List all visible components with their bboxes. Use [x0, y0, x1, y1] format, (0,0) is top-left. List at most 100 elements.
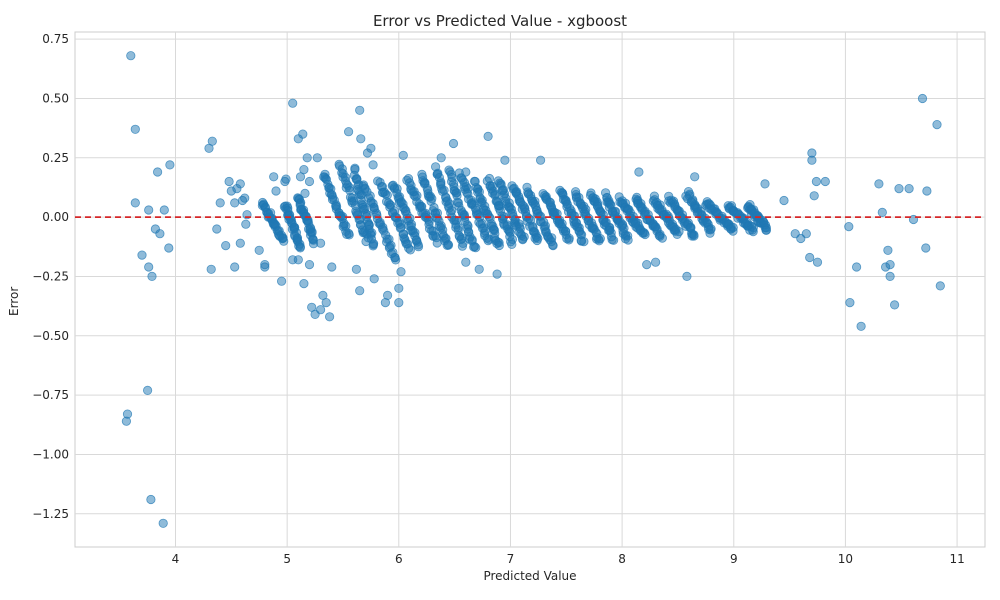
data-point: [344, 230, 354, 240]
data-point: [260, 262, 270, 272]
data-point: [595, 234, 605, 244]
data-point: [894, 184, 904, 194]
y-tick-label: 0.00: [42, 210, 69, 224]
data-point: [779, 195, 789, 206]
data-point: [674, 227, 684, 237]
y-tick-label: 0.25: [42, 151, 69, 165]
data-point: [761, 225, 772, 235]
data-point: [448, 138, 459, 149]
data-point: [483, 131, 493, 141]
data-point: [144, 262, 154, 272]
data-point: [690, 172, 700, 182]
data-point: [355, 286, 365, 296]
data-point: [904, 184, 914, 194]
y-tick-label: 0.75: [42, 32, 69, 46]
data-point: [851, 262, 862, 272]
data-point: [155, 229, 165, 239]
data-point: [748, 227, 758, 237]
data-point: [300, 188, 310, 198]
data-point: [235, 238, 245, 248]
tick-labels: 4 5 6 7 8 9 10 11 0.75 0.50 0.25 0.00 −0.25 −0.50 −0.7…: [32, 32, 965, 566]
data-point: [143, 385, 153, 395]
data-point: [276, 276, 287, 286]
data-point: [471, 243, 481, 253]
data-point: [146, 494, 156, 505]
data-point: [844, 222, 854, 232]
data-point: [805, 252, 815, 263]
data-point: [279, 236, 289, 246]
data-point: [206, 264, 216, 274]
y-tick-label: −1.25: [32, 507, 69, 521]
data-point: [845, 297, 855, 308]
data-point: [883, 245, 893, 255]
data-point: [302, 153, 312, 163]
data-point: [221, 241, 231, 251]
data-point: [327, 262, 337, 272]
x-tick-label: 9: [730, 552, 738, 566]
x-tick-label: 6: [395, 552, 403, 566]
data-point: [121, 416, 132, 426]
data-point: [295, 243, 305, 253]
data-point: [494, 240, 504, 251]
data-point: [288, 98, 298, 108]
data-point: [634, 167, 644, 177]
x-axis-label: Predicted Value: [483, 569, 577, 583]
data-point: [396, 267, 406, 277]
data-point: [856, 321, 866, 331]
data-point: [413, 240, 423, 250]
data-point: [130, 198, 140, 208]
data-point: [935, 281, 945, 291]
data-point: [254, 245, 264, 255]
data-point: [280, 176, 290, 187]
data-point: [811, 176, 822, 187]
data-point: [394, 283, 404, 293]
data-point: [874, 179, 884, 189]
data-point: [689, 231, 699, 241]
data-point: [126, 51, 136, 61]
data-point: [533, 233, 543, 243]
data-point: [369, 274, 379, 284]
data-point: [153, 167, 163, 177]
data-point: [207, 136, 217, 146]
data-point: [299, 278, 309, 289]
plot-area: [74, 31, 986, 548]
data-point: [812, 257, 823, 267]
data-point: [144, 205, 154, 215]
data-point: [215, 198, 225, 208]
data-point: [298, 129, 308, 139]
data-point: [368, 160, 378, 170]
data-point: [436, 153, 446, 163]
data-point: [682, 271, 692, 281]
data-point: [579, 237, 589, 247]
data-point: [235, 179, 245, 189]
data-point: [518, 234, 528, 244]
data-point: [356, 134, 366, 144]
data-point: [461, 167, 471, 177]
data-point: [657, 233, 667, 243]
data-point: [321, 297, 331, 308]
grid-lines: [75, 32, 985, 547]
data-point: [548, 241, 558, 251]
data-point: [240, 193, 250, 203]
x-tick-label: 8: [618, 552, 626, 566]
data-point: [304, 176, 315, 187]
data-point: [224, 176, 234, 187]
data-point: [391, 255, 401, 265]
data-point: [650, 257, 661, 267]
data-point: [917, 93, 928, 104]
data-point: [885, 271, 895, 281]
data-point: [394, 297, 404, 308]
data-point: [807, 155, 817, 165]
data-point: [461, 257, 471, 267]
data-point: [368, 241, 378, 251]
data-point: [474, 264, 484, 274]
x-tick-label: 5: [283, 552, 291, 566]
data-point: [623, 235, 633, 245]
data-point: [355, 105, 365, 115]
y-tick-label: 0.50: [42, 91, 69, 105]
data-point: [801, 229, 811, 239]
data-point: [889, 300, 900, 310]
data-point: [312, 153, 322, 163]
y-tick-label: −1.00: [32, 447, 69, 461]
